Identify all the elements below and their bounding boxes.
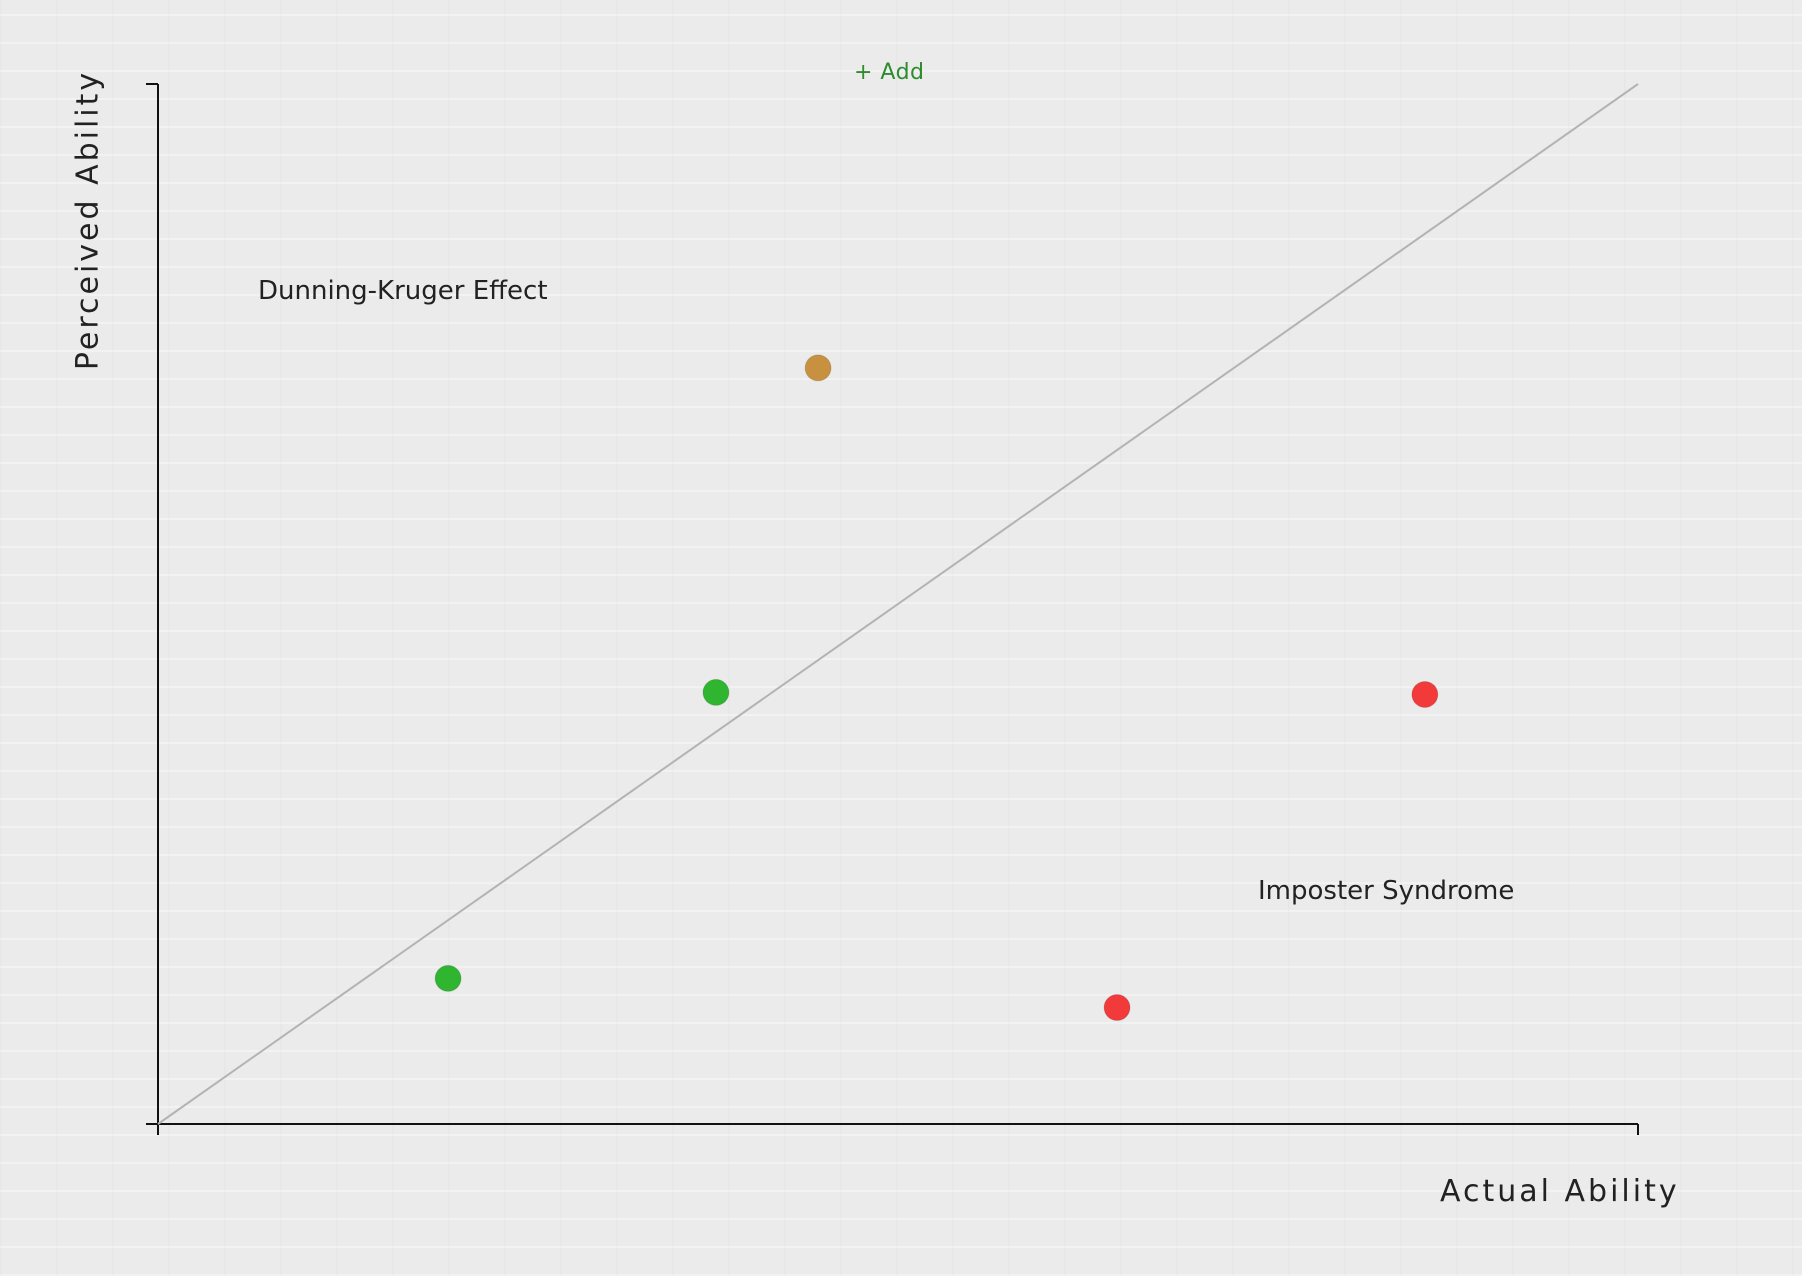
imposter-syndrome-label: Imposter Syndrome bbox=[1258, 876, 1515, 906]
data-point-4[interactable] bbox=[1103, 994, 1131, 1022]
reference-diagonal-line bbox=[157, 83, 1639, 1125]
data-points bbox=[434, 354, 1439, 1022]
add-button[interactable]: + Add bbox=[854, 60, 925, 85]
data-point-3[interactable] bbox=[804, 354, 832, 382]
dunning-kruger-label: Dunning-Kruger Effect bbox=[258, 276, 548, 306]
data-point-1[interactable] bbox=[434, 964, 462, 992]
y-axis-label: Perceived Ability bbox=[70, 69, 106, 371]
data-point-2[interactable] bbox=[702, 678, 730, 706]
x-axis-label: Actual Ability bbox=[1440, 1174, 1680, 1209]
data-point-5[interactable] bbox=[1411, 680, 1439, 708]
chart-axes bbox=[146, 83, 1639, 1135]
